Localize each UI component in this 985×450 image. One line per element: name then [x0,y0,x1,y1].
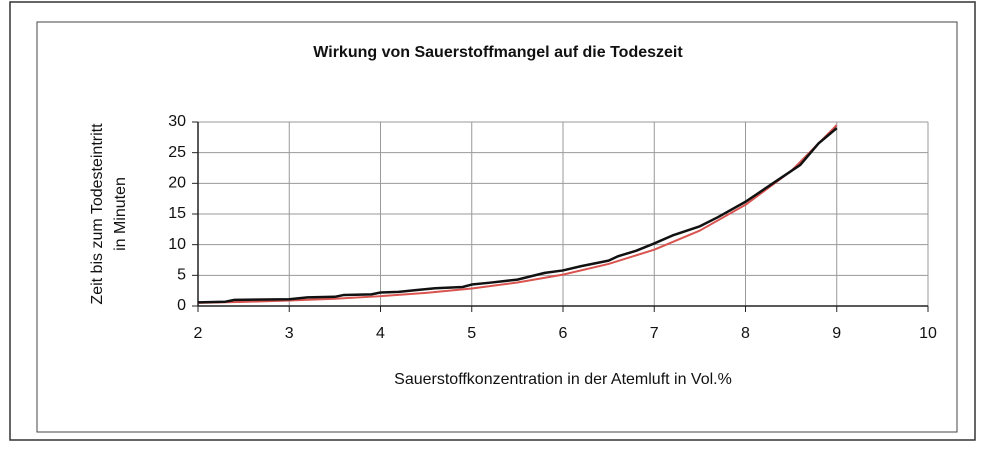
x-tick-label: 5 [467,325,476,342]
data-line [197,124,838,304]
y-tick-label: 20 [168,175,186,192]
y-tick-label: 25 [168,144,186,161]
x-tick-label: 10 [919,325,937,342]
y-axis-label: in Minuten [112,177,129,251]
x-axis-label: Sauerstoffkonzentration in der Atemluft … [394,371,732,388]
x-tick-label: 9 [832,325,841,342]
data-line [197,127,838,304]
x-tick-label: 3 [285,325,294,342]
x-tick-label: 7 [650,325,659,342]
y-tick-label: 0 [177,297,186,314]
y-axis-label: Zeit bis zum Todesteintritt [89,123,106,305]
x-tick-label: 4 [376,325,385,342]
chart-title: Wirkung von Sauerstoffmangel auf die Tod… [313,44,683,61]
x-tick-label: 2 [194,325,203,342]
y-tick-label: 15 [168,205,186,222]
y-tick-label: 10 [168,236,186,253]
x-tick-label: 6 [559,325,568,342]
y-tick-label: 30 [168,113,186,130]
y-tick-label: 5 [177,267,186,284]
chart-frame [36,21,958,433]
page-frame [9,1,976,441]
x-tick-label: 8 [741,325,750,342]
